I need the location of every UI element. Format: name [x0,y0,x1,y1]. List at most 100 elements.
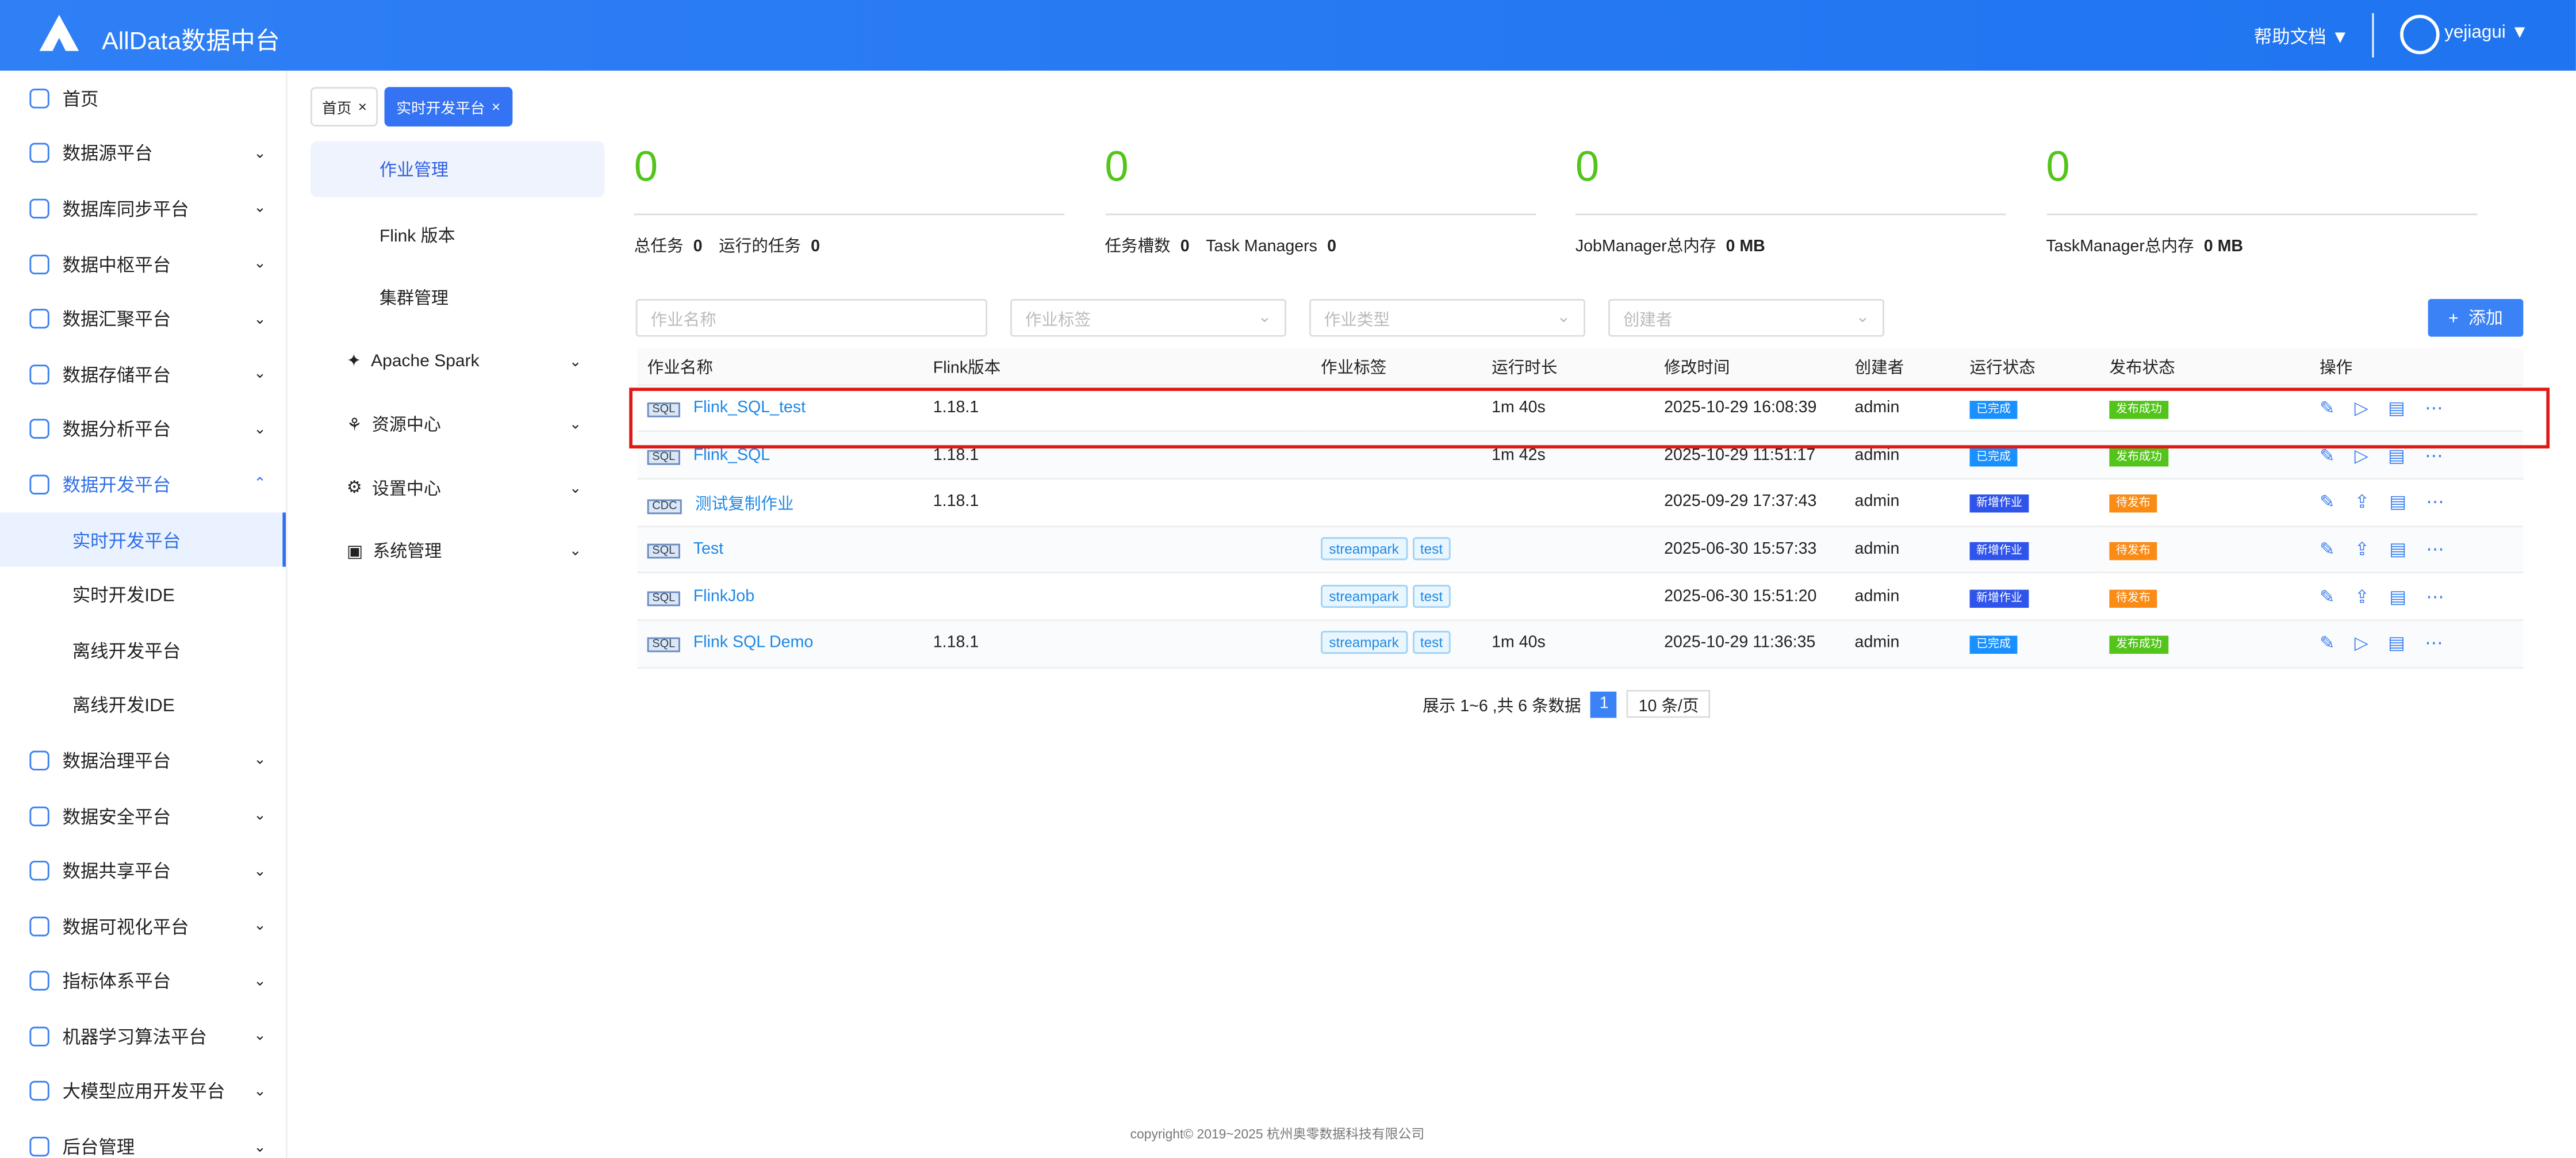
job-name-link[interactable]: FlinkJob [693,587,755,606]
submenu-item[interactable]: 作业管理 [310,141,605,197]
edit-icon[interactable]: ✎ [2320,587,2335,607]
tab[interactable]: 实时开发平台 × [385,87,512,126]
menu-icon [29,88,49,108]
detail-icon[interactable]: ▤ [2389,540,2407,560]
detail-icon[interactable]: ▤ [2389,493,2407,513]
submenu-item[interactable]: 集群管理 [310,267,604,330]
upload-icon[interactable]: ⇪ [2354,540,2370,560]
play-icon[interactable]: ▷ [2354,634,2368,654]
sidebar-item[interactable]: 首页 [0,71,286,126]
submenu-item[interactable]: ▣ 系统管理 ⌄ [310,520,604,583]
sidebar-item[interactable]: 数据开发平台 ⌃ [0,457,286,512]
detail-icon[interactable]: ▤ [2388,634,2405,654]
add-button[interactable]: + 添加 [2428,298,2524,337]
sidebar-item[interactable]: 数据共享平台 ⌄ [0,843,286,899]
modified-time: 2025-06-30 15:51:20 [1654,573,1845,621]
sidebar-item[interactable]: 数据汇聚平台 ⌄ [0,292,286,347]
submenu-item[interactable]: ✦ Apache Spark ⌄ [310,330,604,393]
detail-icon[interactable]: ▤ [2388,398,2405,419]
filter-input[interactable]: 作业名称 [635,298,988,337]
more-icon[interactable]: ⋯ [2426,587,2444,607]
edit-icon[interactable]: ✎ [2320,398,2335,419]
help-docs-menu[interactable]: 帮助文档 ▼ [2253,28,2349,48]
sidebar-item[interactable]: 实时开发平台 [0,512,286,568]
detail-icon[interactable]: ▤ [2389,587,2407,607]
upload-icon[interactable]: ⇪ [2354,493,2370,513]
edit-icon[interactable]: ✎ [2320,493,2335,513]
avatar[interactable] [2400,14,2440,55]
stat-card: 0 TaskManager总内存 0 MB [2046,141,2517,256]
job-name-link[interactable]: Flink SQL Demo [693,634,814,653]
sidebar-item[interactable]: 数据治理平台 ⌄ [0,733,286,788]
table-row: SQL Flink SQL Demo 1.18.1 streampark test 1… [637,620,2524,668]
sidebar-item-label: 数据源平台 [62,145,153,165]
filter-input[interactable]: 作业标签 ⌄ [1010,298,1287,337]
play-icon[interactable]: ▷ [2354,398,2368,419]
page-size-select[interactable]: 10 条/页 [1627,689,1711,718]
job-name-link[interactable]: Flink_SQL [693,446,770,465]
job-name-link[interactable]: Test [693,540,724,559]
sidebar-item[interactable]: 离线开发平台 [0,623,286,678]
stat-number: 0 [811,238,821,256]
sidebar-item[interactable]: 数据分析平台 ⌄ [0,402,286,457]
job-name-link[interactable]: 测试复制作业 [695,496,794,515]
upload-icon[interactable]: ⇪ [2354,587,2370,607]
stat-number: 0 MB [1726,238,1765,256]
column-header[interactable]: 发布状态 [2099,348,2310,385]
sidebar-item[interactable]: 数据可视化平台 ⌄ [0,899,286,954]
column-header[interactable]: 创建者 [1845,348,1960,385]
sidebar-item[interactable]: 数据存储平台 ⌄ [0,347,286,402]
column-header[interactable]: 修改时间 [1654,348,1845,385]
stat-label: Task Managers [1206,238,1317,256]
more-icon[interactable]: ⋯ [2425,398,2443,419]
column-header[interactable]: 运行状态 [1960,348,2100,385]
tab[interactable]: 首页 × [310,87,378,126]
edit-icon[interactable]: ✎ [2320,540,2335,560]
sidebar-item[interactable]: 数据库同步平台 ⌄ [0,181,286,236]
sidebar-item[interactable]: 离线开发IDE [0,678,286,733]
detail-icon[interactable]: ▤ [2388,446,2405,466]
sidebar-item[interactable]: 数据源平台 ⌄ [0,126,286,181]
more-icon[interactable]: ⋯ [2425,446,2443,466]
add-label: 添加 [2468,309,2503,329]
column-header[interactable]: 作业名称 [637,348,923,385]
more-icon[interactable]: ⋯ [2426,540,2444,560]
menu-icon [29,806,49,826]
sidebar-item[interactable]: 后台管理 ⌄ [0,1119,286,1158]
sidebar-item[interactable]: 大模型应用开发平台 ⌄ [0,1064,286,1119]
chevron-icon: ⌄ [254,1082,266,1099]
sidebar-item[interactable]: 数据中枢平台 ⌄ [0,236,286,292]
page-1-button[interactable]: 1 [1590,691,1617,718]
sidebar-item-label: 数据汇聚平台 [62,310,171,331]
play-icon[interactable]: ▷ [2354,446,2368,466]
user-menu[interactable]: yejiagui ▼ [2444,22,2529,43]
divider [634,213,1065,216]
stat-detail: TaskManager总内存 0 MB [2046,232,2483,256]
submenu-item[interactable]: ⚙ 设置中心 ⌄ [310,457,604,520]
sidebar-item[interactable]: 实时开发IDE [0,568,286,623]
pagination-summary: 展示 1~6 ,共 6 条数据 [1423,698,1581,716]
submenu-item[interactable]: Flink 版本 [310,204,604,267]
edit-icon[interactable]: ✎ [2320,446,2335,466]
close-icon[interactable]: × [492,98,501,115]
sidebar-item[interactable]: 数据安全平台 ⌄ [0,788,286,843]
column-header[interactable]: 操作 [2309,348,2524,385]
sidebar-item[interactable]: 机器学习算法平台 ⌄ [0,1009,286,1064]
sidebar-item-label: 实时开发IDE [72,586,175,607]
more-icon[interactable]: ⋯ [2425,634,2443,654]
more-icon[interactable]: ⋯ [2426,493,2444,513]
sidebar-item[interactable]: 指标体系平台 ⌄ [0,953,286,1009]
edit-icon[interactable]: ✎ [2320,634,2335,654]
filter-input[interactable]: 作业类型 ⌄ [1309,298,1586,337]
filter-input[interactable]: 创建者 ⌄ [1608,298,1884,337]
stat-label: TaskManager总内存 [2046,238,2194,256]
column-header[interactable]: Flink版本 [923,348,1311,385]
divider [1105,213,1535,216]
column-header[interactable]: 作业标签 [1310,348,1482,385]
close-icon[interactable]: × [358,98,367,115]
column-header[interactable]: 运行时长 [1482,348,1654,385]
job-name-link[interactable]: Flink_SQL_test [693,398,806,417]
stat-label: 任务槽数 [1105,238,1171,256]
flink-version [923,526,1311,574]
submenu-item[interactable]: ⚘ 资源中心 ⌄ [310,393,604,457]
